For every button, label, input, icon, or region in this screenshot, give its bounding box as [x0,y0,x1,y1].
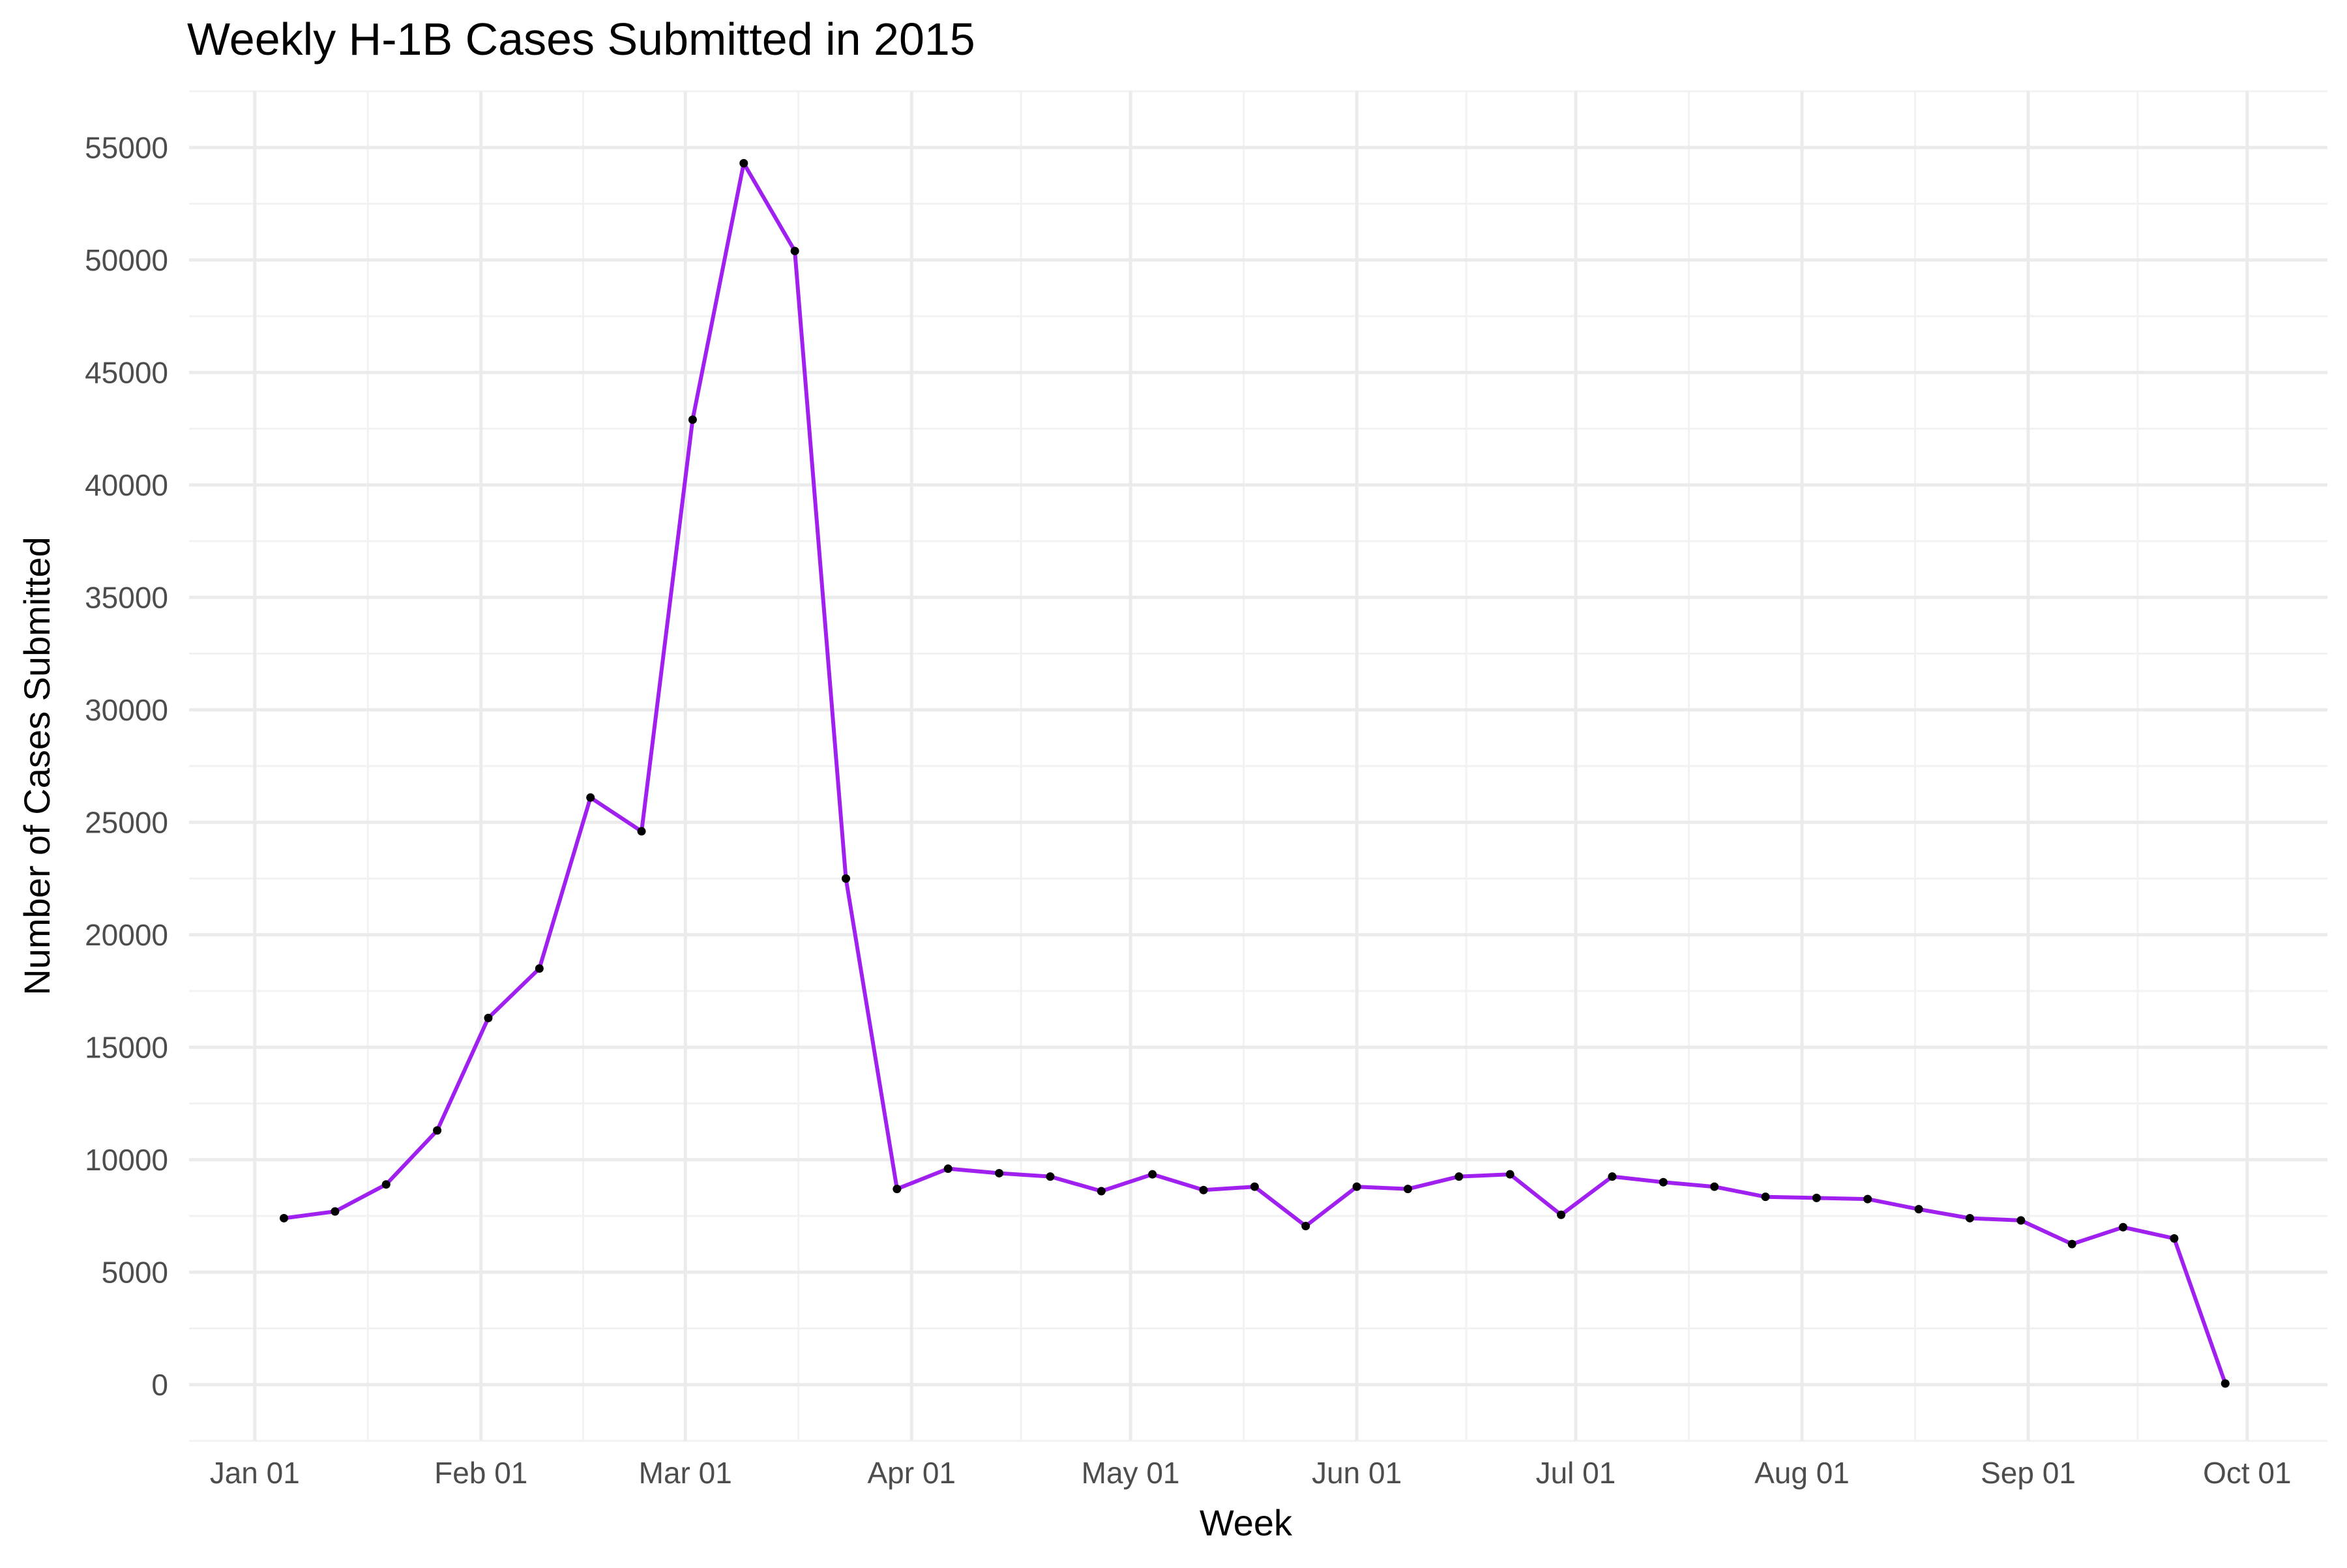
data-point [944,1164,952,1173]
data-point [2068,1240,2076,1249]
data-point [331,1207,339,1216]
data-point [1301,1222,1310,1230]
data-point [2016,1216,2025,1224]
y-tick-label: 20000 [85,918,168,952]
data-point [1762,1192,1770,1201]
data-point [1915,1205,1923,1213]
data-point [2170,1234,2178,1243]
data-point [382,1180,391,1189]
data-point [433,1126,441,1134]
y-axis-title: Number of Cases Submitted [16,537,57,995]
data-point [1557,1211,1565,1219]
y-tick-label: 25000 [85,805,168,839]
data-point [1966,1214,1974,1222]
data-point [586,793,595,802]
data-point [1863,1195,1872,1204]
x-tick-label: Jul 01 [1536,1456,1616,1490]
data-point [791,246,799,255]
y-tick-label: 40000 [85,468,168,502]
x-tick-label: Feb 01 [434,1456,527,1490]
data-point [1097,1187,1106,1196]
x-tick-label: Apr 01 [867,1456,956,1490]
x-tick-label: Mar 01 [639,1456,732,1490]
x-tick-label: Jan 01 [210,1456,300,1490]
data-point [893,1185,901,1193]
data-point [995,1169,1003,1177]
x-tick-label: Aug 01 [1754,1456,1850,1490]
data-point [1608,1172,1616,1181]
data-point [2119,1223,2127,1232]
data-point [1046,1172,1054,1181]
y-tick-label: 0 [151,1368,168,1402]
data-point [1710,1183,1719,1191]
data-point [1353,1183,1361,1191]
data-point [1454,1172,1463,1181]
x-axis-title: Week [1200,1502,1293,1543]
data-point [739,159,748,168]
x-tick-label: Oct 01 [2203,1456,2292,1490]
data-point [638,827,646,836]
data-point [1506,1170,1514,1179]
data-point [280,1214,288,1222]
data-point [1659,1178,1668,1187]
data-point [535,964,544,973]
data-point [1148,1170,1157,1179]
y-tick-label: 45000 [85,355,168,389]
data-point [1404,1185,1412,1193]
x-tick-label: Sep 01 [1981,1456,2076,1490]
data-point [1250,1183,1259,1191]
y-tick-label: 55000 [85,130,168,164]
y-tick-label: 50000 [85,243,168,277]
data-point [1812,1194,1821,1202]
data-point [1200,1186,1208,1194]
y-tick-label: 5000 [102,1255,168,1289]
x-tick-label: May 01 [1082,1456,1180,1490]
x-tick-label: Jun 01 [1312,1456,1402,1490]
data-point [2221,1380,2230,1388]
data-point [842,874,850,883]
chart-title: Weekly H-1B Cases Submitted in 2015 [187,14,975,65]
y-tick-label: 35000 [85,580,168,614]
y-tick-label: 30000 [85,693,168,727]
y-tick-label: 10000 [85,1143,168,1177]
data-point [484,1014,492,1022]
data-point [688,415,697,424]
y-tick-label: 15000 [85,1030,168,1064]
